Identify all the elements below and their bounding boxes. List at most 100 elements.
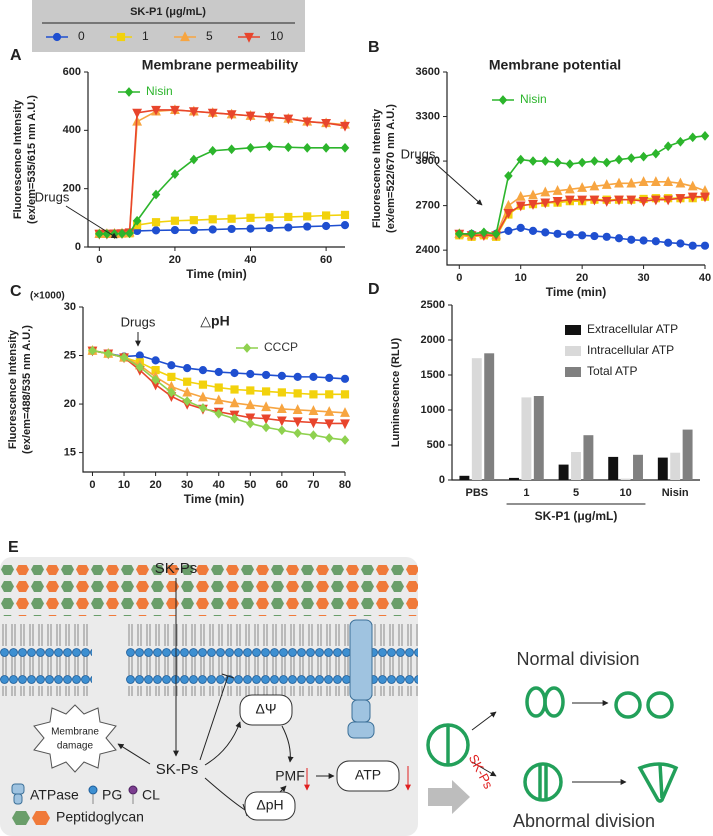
marker: [340, 374, 350, 383]
chart: A Membrane permeability Fluorescence Inten…: [10, 47, 350, 281]
marker: [455, 228, 464, 239]
peptidoglycan-layer: [0, 565, 418, 616]
node-box: [244, 791, 296, 821]
y-axis-label: Fluorescence Intensity: [371, 108, 383, 228]
marker: [125, 228, 134, 239]
marker: [246, 213, 255, 222]
marker: [103, 348, 113, 359]
x-tick-label: 10: [515, 272, 527, 284]
marker: [540, 198, 551, 209]
marker: [552, 197, 563, 207]
y-axis-label: (ex/em=522/670 nm A.U.): [385, 104, 397, 233]
marker: [264, 113, 275, 123]
y-tick-label: 1500: [421, 369, 445, 381]
marker: [246, 369, 255, 379]
x-tick-label: 0: [96, 254, 102, 266]
marker: [208, 215, 217, 224]
legend-label: 1: [142, 29, 149, 43]
marker: [700, 192, 710, 203]
marker: [283, 114, 294, 125]
arrow: [204, 721, 242, 766]
x-tick-label: 1: [523, 487, 529, 499]
marker: [135, 351, 144, 360]
bar: [484, 353, 495, 480]
marker: [227, 224, 236, 234]
marker: [504, 226, 513, 235]
marker: [651, 148, 661, 159]
legend-label: Total ATP: [587, 364, 637, 378]
marker: [182, 386, 193, 397]
x-tick-label: 20: [149, 479, 161, 491]
marker: [614, 154, 624, 165]
marker: [638, 176, 649, 186]
marker: [95, 229, 104, 239]
marker: [230, 413, 239, 424]
marker: [308, 405, 319, 415]
legend-label: 5: [206, 29, 213, 43]
legend-swatch: [565, 346, 581, 356]
marker: [626, 177, 637, 188]
legend-label: 10: [270, 29, 284, 43]
marker: [198, 380, 208, 389]
x-tick-label: 60: [276, 479, 288, 491]
x-tick-label: 30: [181, 479, 193, 491]
agent-label: SK-Ps: [155, 560, 198, 577]
marker: [540, 186, 551, 197]
marker: [675, 194, 686, 204]
bar: [459, 475, 470, 480]
marker: [277, 371, 286, 381]
legend: SK-P1 (μg/mL) 0 1 5 10: [32, 0, 305, 52]
marker: [321, 118, 332, 129]
chart-title: △pH: [200, 313, 229, 329]
y-tick-label: 3000: [416, 155, 440, 167]
marker: [688, 241, 697, 250]
marker: [614, 234, 624, 243]
atpase: [347, 619, 375, 739]
division-label: Normal division: [516, 649, 639, 669]
marker: [88, 345, 97, 356]
marker: [340, 435, 350, 445]
bar: [509, 477, 519, 480]
y-tick-label: 0: [439, 474, 445, 486]
marker: [565, 159, 575, 169]
marker: [261, 414, 271, 425]
marker: [151, 218, 161, 227]
x-tick-label: 40: [244, 254, 256, 266]
axes: [82, 307, 345, 473]
marker: [553, 157, 562, 168]
marker: [589, 195, 600, 206]
marker: [102, 229, 112, 239]
marker: [491, 228, 501, 239]
x-tick-label: 30: [637, 272, 649, 284]
node-box: [336, 760, 400, 792]
big-arrow: [428, 780, 470, 814]
bar: [620, 478, 631, 480]
marker: [214, 408, 224, 419]
agent-label: SK-Ps: [466, 752, 497, 792]
marker: [340, 121, 350, 132]
y-tick-label: 2400: [416, 244, 440, 256]
marker: [325, 373, 334, 382]
marker: [183, 377, 192, 386]
marker: [564, 195, 575, 206]
marker: [309, 430, 318, 440]
marker: [627, 153, 636, 163]
marker: [246, 142, 255, 153]
marker: [151, 105, 161, 116]
marker: [577, 157, 587, 168]
y-tick-label: 1000: [421, 404, 445, 416]
marker: [182, 396, 192, 407]
legend-marker: [116, 32, 126, 42]
marker: [340, 142, 350, 153]
y-tick-label: 0: [75, 241, 81, 253]
marker: [276, 416, 287, 427]
marker: [214, 367, 223, 377]
marker: [663, 176, 674, 186]
chart-title: Membrane permeability: [142, 57, 299, 73]
legend-label: Nisin: [146, 84, 173, 98]
marker: [322, 211, 331, 220]
marker: [650, 195, 661, 206]
scale-note: (×1000): [30, 291, 65, 302]
y-tick-label: 25: [64, 349, 76, 361]
marker: [246, 418, 255, 429]
